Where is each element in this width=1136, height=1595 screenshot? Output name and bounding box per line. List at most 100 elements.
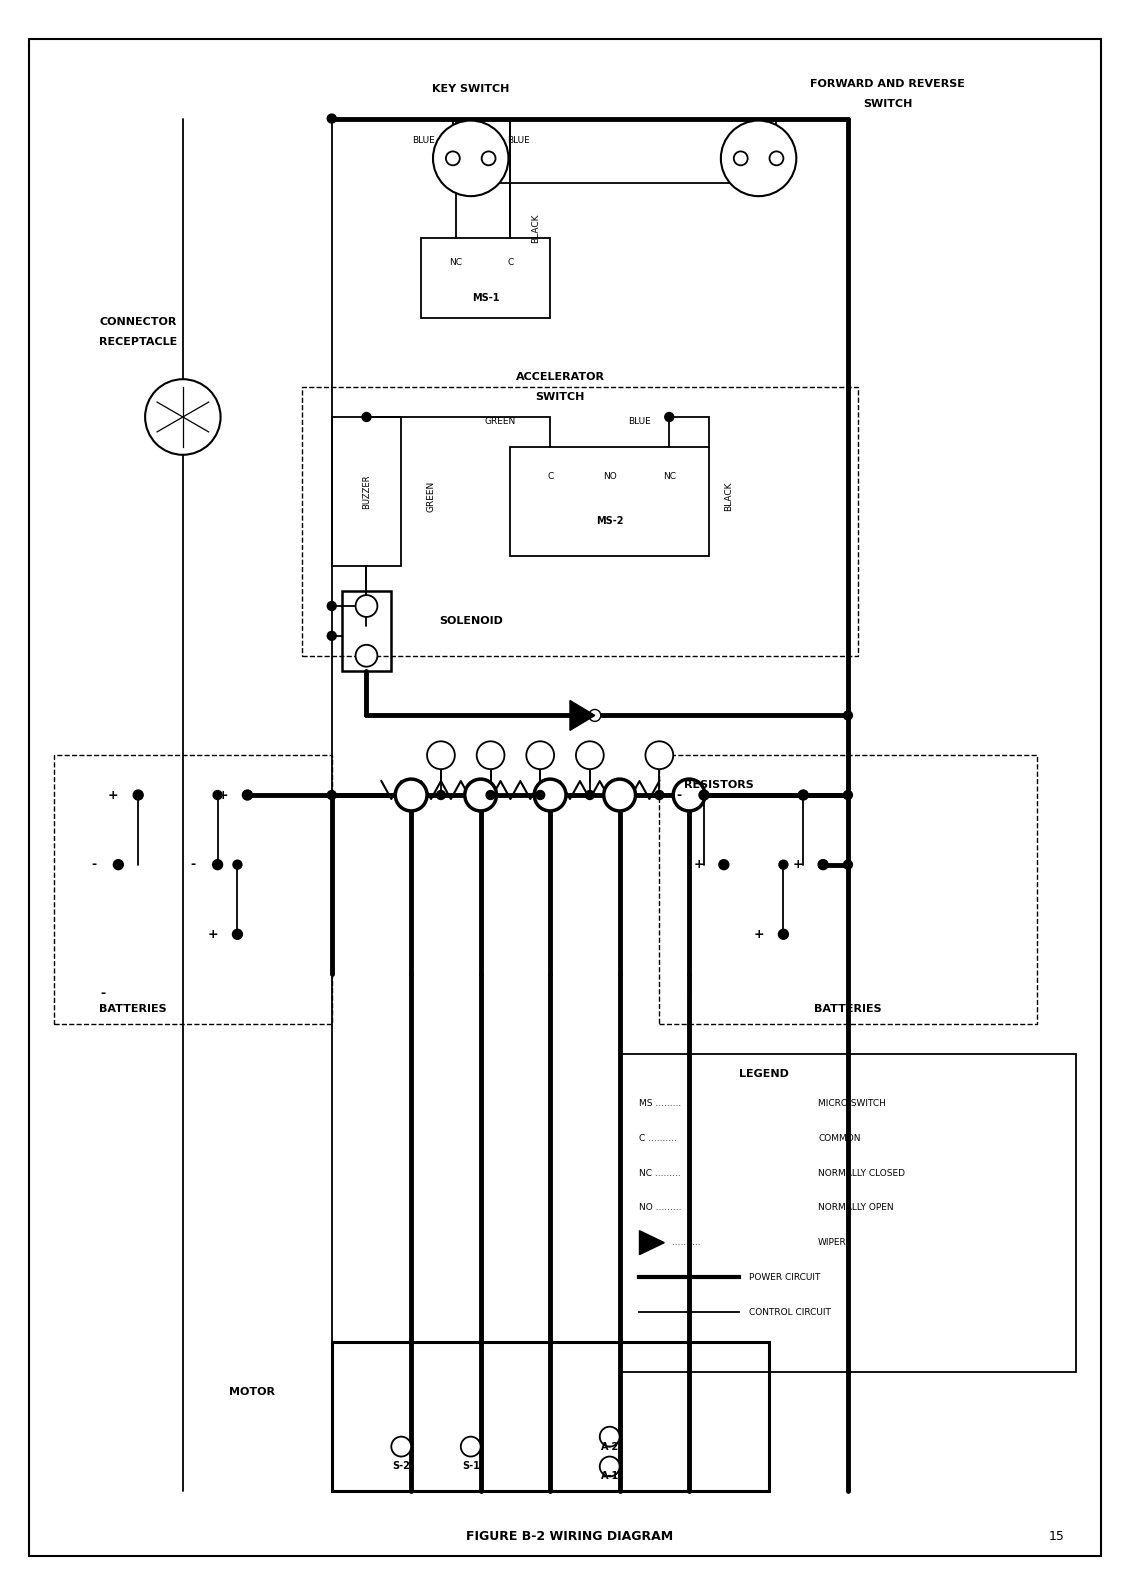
Circle shape: [356, 595, 377, 617]
Bar: [619, 1054, 1076, 1372]
Circle shape: [799, 790, 808, 801]
Text: -: -: [190, 858, 195, 871]
Circle shape: [327, 115, 336, 123]
Text: NORMALLY OPEN: NORMALLY OPEN: [818, 1203, 894, 1212]
Circle shape: [576, 742, 603, 769]
Circle shape: [843, 711, 852, 719]
Text: -: -: [776, 788, 782, 802]
Circle shape: [536, 791, 544, 799]
Text: S-2: S-2: [392, 1461, 410, 1472]
Circle shape: [243, 791, 252, 799]
Text: CONNECTOR: CONNECTOR: [100, 317, 177, 327]
Circle shape: [327, 791, 336, 799]
Circle shape: [600, 1456, 619, 1477]
Circle shape: [600, 1426, 619, 1447]
Text: BUZZER: BUZZER: [362, 474, 371, 509]
Text: NO: NO: [603, 472, 617, 482]
Text: NO .........: NO .........: [640, 1203, 682, 1212]
Bar: [510, 447, 709, 557]
Text: NC .........: NC .........: [640, 1169, 682, 1177]
Text: C: C: [508, 258, 513, 268]
Circle shape: [654, 791, 663, 799]
Polygon shape: [640, 1231, 665, 1255]
Text: WIPER: WIPER: [818, 1238, 847, 1247]
Text: -: -: [91, 858, 97, 871]
Text: GREEN: GREEN: [426, 482, 435, 512]
Text: C: C: [548, 472, 553, 482]
Circle shape: [327, 632, 336, 640]
Bar: [53, 754, 332, 1024]
Circle shape: [674, 778, 705, 810]
Text: ..........: ..........: [669, 1238, 701, 1247]
Text: KEY SWITCH: KEY SWITCH: [432, 83, 509, 94]
Text: MS-1: MS-1: [471, 292, 500, 303]
Text: -: -: [686, 987, 692, 1000]
Bar: [659, 754, 1036, 1024]
Text: FIGURE B-2 WIRING DIAGRAM: FIGURE B-2 WIRING DIAGRAM: [467, 1530, 674, 1542]
Circle shape: [526, 742, 554, 769]
Circle shape: [603, 778, 635, 810]
Circle shape: [362, 413, 371, 421]
Circle shape: [719, 860, 729, 869]
Circle shape: [436, 791, 445, 799]
Text: +: +: [793, 858, 803, 871]
Circle shape: [433, 121, 509, 196]
Circle shape: [843, 860, 852, 869]
Text: GREEN: GREEN: [485, 418, 516, 426]
Text: BLACK: BLACK: [531, 214, 540, 242]
Text: NC: NC: [450, 258, 462, 268]
Text: BATTERIES: BATTERIES: [815, 1003, 882, 1014]
Circle shape: [242, 790, 252, 801]
Text: SWITCH: SWITCH: [863, 99, 912, 108]
Circle shape: [699, 790, 709, 801]
Circle shape: [819, 860, 828, 869]
Text: RESISTORS: RESISTORS: [684, 780, 754, 790]
Circle shape: [356, 644, 377, 667]
Circle shape: [477, 742, 504, 769]
Text: -: -: [677, 788, 682, 802]
Text: NORMALLY CLOSED: NORMALLY CLOSED: [818, 1169, 905, 1177]
Circle shape: [214, 791, 222, 799]
Circle shape: [818, 860, 828, 869]
Text: FORWARD AND REVERSE: FORWARD AND REVERSE: [810, 78, 966, 89]
Text: BLUE: BLUE: [628, 418, 651, 426]
Text: ACCELERATOR: ACCELERATOR: [516, 372, 604, 383]
Text: NC: NC: [662, 472, 676, 482]
Polygon shape: [570, 700, 595, 731]
Text: A-2: A-2: [601, 1442, 619, 1451]
Bar: [302, 388, 858, 656]
Text: +: +: [694, 858, 704, 871]
Text: -: -: [101, 987, 106, 1000]
Text: A-1: A-1: [601, 1472, 619, 1482]
Circle shape: [114, 860, 124, 869]
Circle shape: [233, 930, 242, 939]
Text: BLACK: BLACK: [725, 482, 734, 512]
Circle shape: [734, 152, 747, 166]
Circle shape: [327, 601, 336, 611]
Text: SOLENOID: SOLENOID: [438, 616, 502, 625]
Text: S-1: S-1: [461, 1461, 479, 1472]
Circle shape: [427, 742, 454, 769]
Bar: [332, 1341, 769, 1491]
Circle shape: [843, 791, 852, 799]
Circle shape: [486, 791, 495, 799]
Text: MICRO SWITCH: MICRO SWITCH: [818, 1099, 886, 1109]
Text: RECEPTACLE: RECEPTACLE: [99, 338, 177, 348]
Circle shape: [588, 710, 601, 721]
Circle shape: [212, 860, 223, 869]
Circle shape: [769, 152, 784, 166]
Circle shape: [534, 778, 566, 810]
Circle shape: [665, 413, 674, 421]
Bar: [342, 592, 391, 670]
Text: COMMON: COMMON: [818, 1134, 861, 1142]
Circle shape: [585, 791, 594, 799]
Text: +: +: [108, 788, 118, 802]
Circle shape: [482, 152, 495, 166]
Circle shape: [799, 791, 808, 799]
Text: BLUE: BLUE: [411, 136, 434, 145]
Text: +: +: [753, 928, 763, 941]
Text: CONTROL CIRCUIT: CONTROL CIRCUIT: [749, 1308, 830, 1317]
Bar: [421, 238, 550, 317]
Text: C ..........: C ..........: [640, 1134, 677, 1142]
Circle shape: [461, 1437, 481, 1456]
